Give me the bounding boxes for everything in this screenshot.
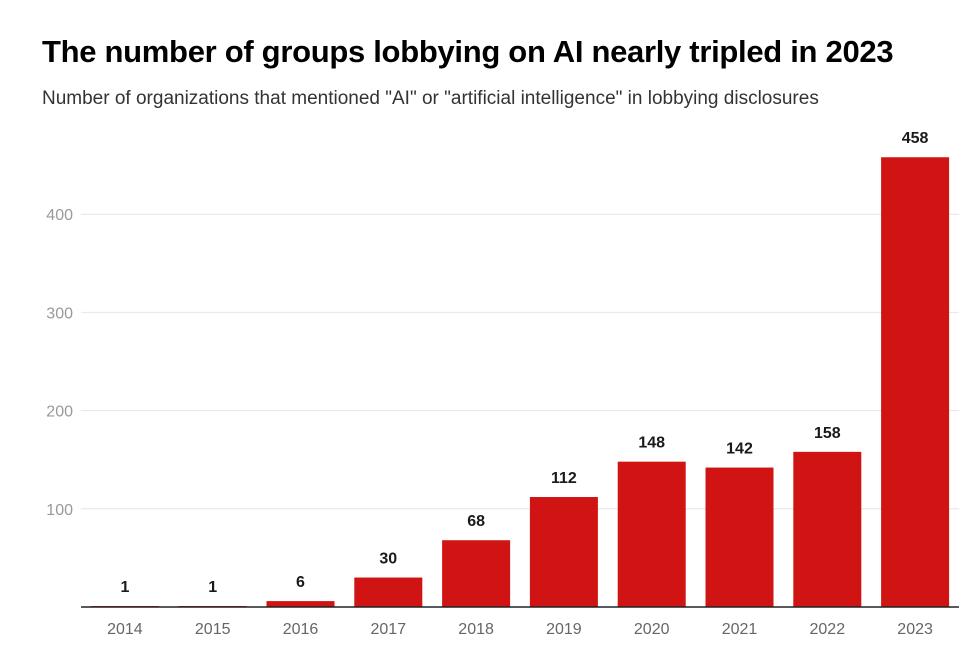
bar-2020 xyxy=(617,461,686,607)
data-labels: 1 1 6 30 68 112 148 142 158 458 xyxy=(120,130,928,596)
data-label-2015: 1 xyxy=(208,579,217,596)
y-tick-label: 400 xyxy=(46,207,73,224)
x-tick-label: 2014 xyxy=(107,621,143,638)
bar-2019 xyxy=(529,497,598,607)
y-tick-label: 300 xyxy=(46,305,73,322)
x-tick-label: 2021 xyxy=(722,621,758,638)
x-tick-label: 2023 xyxy=(897,621,933,638)
data-label-2016: 6 xyxy=(296,574,305,591)
x-tick-label: 2019 xyxy=(546,621,582,638)
data-label-2017: 30 xyxy=(379,551,397,568)
x-tick-label: 2022 xyxy=(810,621,846,638)
data-label-2022: 158 xyxy=(814,425,841,442)
y-tick-label: 100 xyxy=(46,502,73,519)
data-label-2018: 68 xyxy=(467,513,485,530)
data-label-2019: 112 xyxy=(551,470,577,487)
x-tick-label: 2017 xyxy=(371,621,407,638)
bar-2017 xyxy=(354,577,423,607)
x-axis-ticks: 2014 2015 2016 2017 2018 2019 2020 2021 2022 2023 xyxy=(107,621,933,638)
bar-2018 xyxy=(442,540,511,607)
y-tick-label: 200 xyxy=(46,404,73,421)
bar-2022 xyxy=(793,451,862,607)
x-tick-label: 2016 xyxy=(283,621,319,638)
data-label-2020: 148 xyxy=(638,435,665,452)
data-label-2021: 142 xyxy=(726,441,753,458)
chart-title: The number of groups lobbying on AI near… xyxy=(42,34,894,69)
x-tick-label: 2020 xyxy=(634,621,670,638)
x-tick-label: 2015 xyxy=(195,621,231,638)
y-axis-ticks: 100 200 300 400 xyxy=(46,207,73,519)
data-label-2014: 1 xyxy=(120,579,129,596)
bar-2016 xyxy=(266,601,335,607)
bars xyxy=(90,157,950,607)
bar-2021 xyxy=(705,467,774,607)
x-tick-label: 2018 xyxy=(458,621,494,638)
data-label-2023: 458 xyxy=(902,130,929,147)
chart-subtitle: Number of organizations that mentioned "… xyxy=(42,88,819,109)
bar-2023 xyxy=(881,157,950,607)
